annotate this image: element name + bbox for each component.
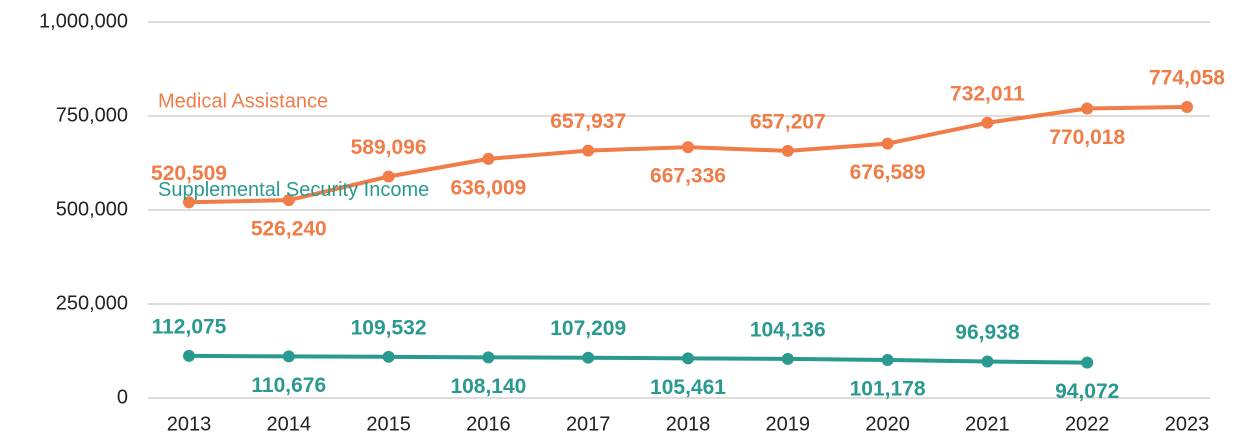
value-label: 104,136 xyxy=(750,318,826,341)
value-label: 657,207 xyxy=(750,110,826,133)
x-tick-label: 2020 xyxy=(865,413,910,435)
value-label: 732,011 xyxy=(950,82,1025,105)
point xyxy=(682,141,694,154)
value-label: 110,676 xyxy=(251,374,326,397)
x-tick-label: 2016 xyxy=(466,413,511,435)
value-label: 774,058 xyxy=(1149,67,1225,90)
point xyxy=(781,144,794,157)
series-name: Supplemental Security Income xyxy=(158,179,429,201)
y-tick-label: 250,000 xyxy=(56,292,128,314)
x-tick-label: 2022 xyxy=(1065,413,1110,435)
point xyxy=(582,144,595,157)
x-tick-label: 2017 xyxy=(566,413,611,435)
value-label: 589,096 xyxy=(351,136,427,159)
point xyxy=(682,352,694,365)
value-label: 105,461 xyxy=(650,376,726,399)
value-label: 657,937 xyxy=(550,110,626,133)
x-tick-label: 2014 xyxy=(267,413,312,435)
point xyxy=(881,137,894,150)
x-tick-label: 2018 xyxy=(666,413,711,435)
value-label: 520,509 xyxy=(151,162,227,185)
value-label: 667,336 xyxy=(650,165,726,188)
value-label: 109,532 xyxy=(351,316,427,339)
point xyxy=(1081,102,1094,115)
x-tick-label: 2015 xyxy=(366,413,411,435)
value-label: 94,072 xyxy=(1055,380,1119,403)
value-label: 526,240 xyxy=(251,218,327,241)
value-label: 107,209 xyxy=(550,317,626,340)
y-tick-label: 500,000 xyxy=(56,198,128,220)
series-name: Medical Assistance xyxy=(158,91,328,113)
point xyxy=(183,196,195,209)
point xyxy=(282,350,295,363)
value-label: 101,178 xyxy=(850,378,926,401)
point xyxy=(1181,100,1193,113)
value-label: 108,140 xyxy=(450,375,526,398)
point xyxy=(981,116,994,129)
x-tick-label: 2019 xyxy=(766,413,811,435)
value-label: 636,009 xyxy=(450,176,526,199)
point xyxy=(282,194,295,207)
point xyxy=(482,152,495,165)
point xyxy=(1081,356,1094,369)
point xyxy=(382,350,395,363)
y-tick-label: 1,000,000 xyxy=(39,10,128,32)
x-tick-label: 2021 xyxy=(965,413,1010,435)
point xyxy=(382,170,395,183)
point xyxy=(881,353,894,366)
y-tick-label: 0 xyxy=(117,386,128,408)
point xyxy=(482,351,495,364)
point xyxy=(183,349,195,362)
point xyxy=(981,355,994,368)
series-line xyxy=(188,353,1088,365)
point xyxy=(582,351,595,364)
value-label: 112,075 xyxy=(152,315,227,338)
x-tick-label: 2013 xyxy=(167,413,212,435)
x-tick-label: 2023 xyxy=(1165,413,1210,435)
y-tick-label: 750,000 xyxy=(56,104,128,126)
value-label: 96,938 xyxy=(955,321,1020,344)
value-label: 770,018 xyxy=(1049,126,1125,149)
value-label: 676,589 xyxy=(850,161,926,184)
point xyxy=(781,352,794,365)
